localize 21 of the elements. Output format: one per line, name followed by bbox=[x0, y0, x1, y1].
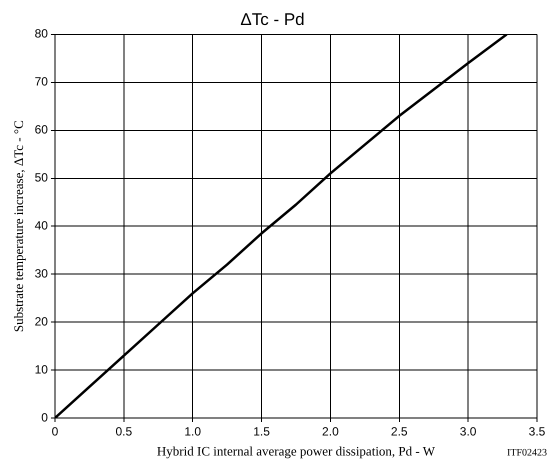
y-tick-label: 60 bbox=[34, 122, 48, 137]
y-tick-label: 0 bbox=[41, 410, 48, 424]
x-tick-label: 0 bbox=[52, 424, 59, 439]
x-tick-label: 1.0 bbox=[184, 424, 202, 439]
x-tick-label: 2.0 bbox=[322, 424, 340, 439]
y-tick-label: 40 bbox=[34, 218, 48, 233]
x-tick-label: 2.5 bbox=[390, 424, 408, 439]
x-tick-label: 3.5 bbox=[528, 424, 546, 439]
x-axis-title: Hybrid IC internal average power dissipation, Pd - W bbox=[156, 444, 436, 459]
x-tick-label: 0.5 bbox=[115, 424, 132, 439]
y-tick-label: 30 bbox=[34, 266, 48, 280]
x-tick-label: 1.5 bbox=[253, 424, 270, 439]
x-tick-label: 3.0 bbox=[460, 424, 477, 439]
y-tick-label: 20 bbox=[34, 314, 48, 328]
y-axis-title: Substrate temperature increase, ΔTc - °C bbox=[11, 120, 26, 332]
y-tick-label: 70 bbox=[34, 74, 48, 89]
y-tick-label: 10 bbox=[34, 362, 48, 376]
y-tick-label: 80 bbox=[34, 26, 48, 41]
chart-title: ΔTc - Pd bbox=[240, 10, 305, 29]
y-tick-label: 50 bbox=[34, 170, 48, 185]
text: ITF02423 bbox=[507, 448, 547, 459]
